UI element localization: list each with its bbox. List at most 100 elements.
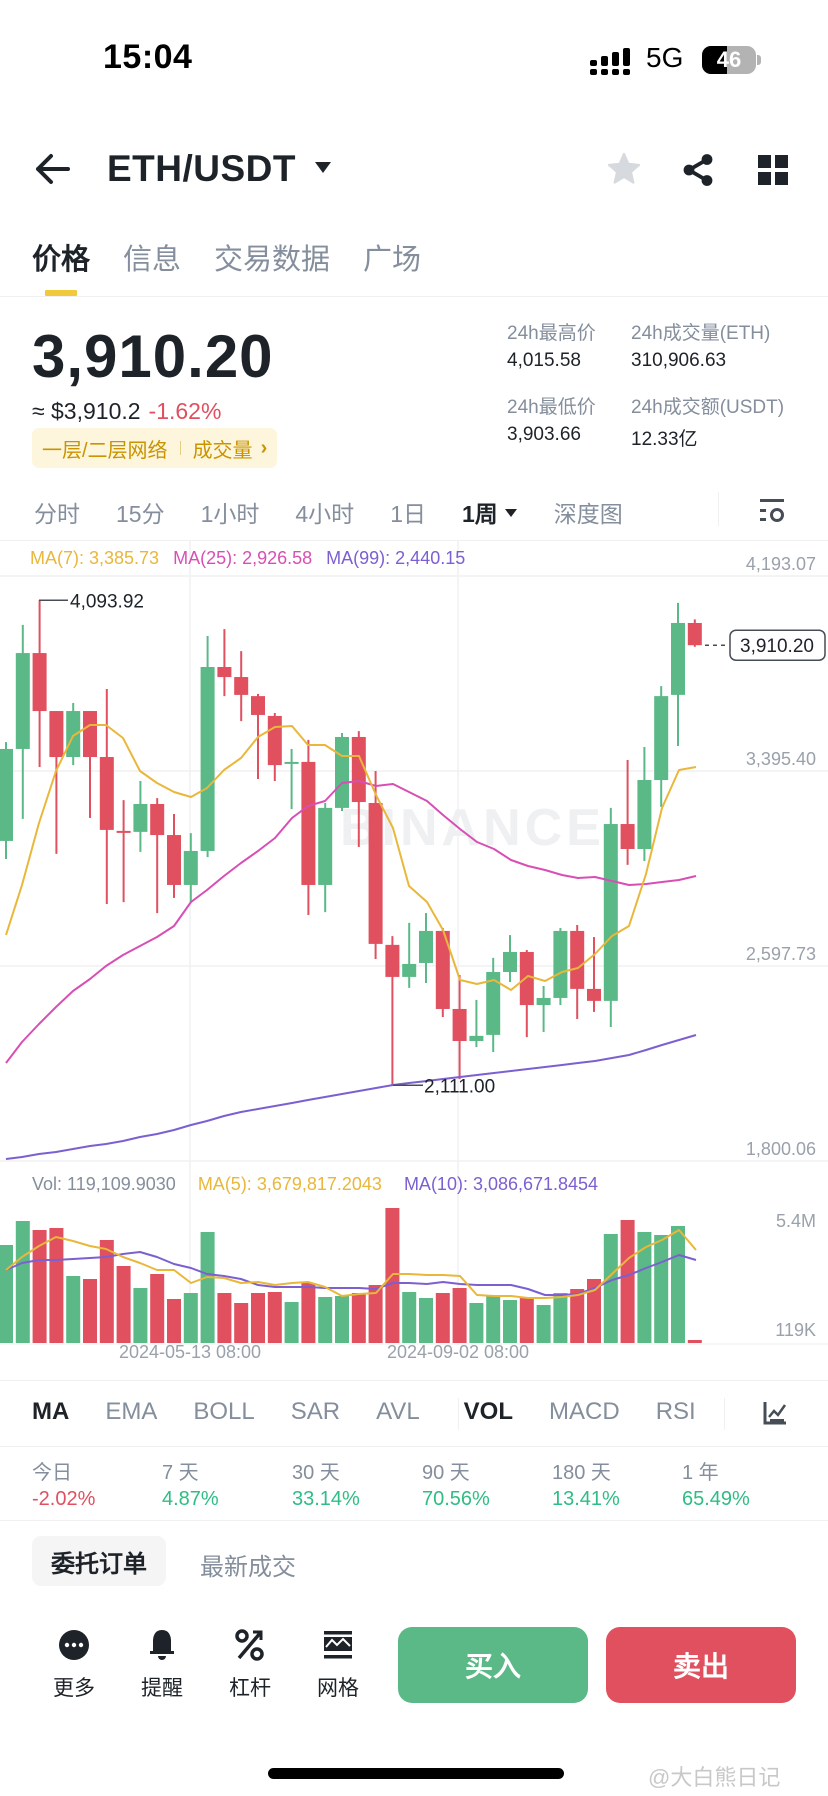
star-icon[interactable] <box>606 151 642 187</box>
divider <box>0 540 828 541</box>
indicator-ma[interactable]: MA <box>32 1398 70 1425</box>
indicator-avl[interactable]: AVL <box>376 1398 420 1425</box>
divider <box>0 1520 828 1521</box>
perf-90d: 90 天 70.56% <box>422 1462 490 1510</box>
low-label: 24h最低价 <box>507 397 596 418</box>
grid-trading-icon <box>324 1631 352 1659</box>
volume-legend: Vol: 119,109.9030 MA(5): 3,679,817.2043 … <box>32 1174 598 1195</box>
tab-latest-trades[interactable]: 最新成交 <box>200 1554 296 1581</box>
perf-180d: 180 天 13.41% <box>552 1462 620 1510</box>
vol-ma10-value: MA(10): 3,086,671.8454 <box>403 1174 599 1194</box>
tag-network[interactable]: 一层/二层网络 <box>42 439 168 462</box>
indicator-rsi[interactable]: RSI <box>655 1398 696 1425</box>
interval-depth[interactable]: 深度图 <box>553 501 623 527</box>
interval-4h[interactable]: 4小时 <box>295 501 355 527</box>
caret-down-icon[interactable] <box>504 508 518 518</box>
indicator-sar[interactable]: SAR <box>290 1398 341 1425</box>
caret-down-icon[interactable] <box>314 160 332 174</box>
vol-eth-value: 310,906.63 <box>631 350 727 371</box>
watermark: @大白熊日记 <box>648 1765 781 1790</box>
divider <box>718 492 719 526</box>
price-change-percent: -1.62% <box>148 398 222 424</box>
battery-icon: 46 <box>702 46 756 74</box>
tag-volume[interactable]: 成交量 <box>192 439 253 462</box>
more-icon <box>59 1630 89 1660</box>
indicator-ema[interactable]: EMA <box>105 1398 158 1425</box>
svg-text:2024-09-02 08:00: 2024-09-02 08:00 <box>387 1342 529 1360</box>
buy-button[interactable]: 买入 <box>398 1627 588 1703</box>
svg-text:1,800.06: 1,800.06 <box>746 1139 816 1159</box>
ma-legend: MA(7): 3,385.73 MA(25): 2,926.58 MA(99):… <box>30 548 465 569</box>
battery-level: 46 <box>716 47 742 72</box>
pair-selector[interactable]: ETH/USDT <box>107 148 296 189</box>
interval-time[interactable]: 分时 <box>34 501 80 527</box>
grid-trading-button[interactable]: 网格 <box>308 1628 368 1702</box>
divider <box>0 1380 828 1381</box>
perf-30d: 30 天 33.14% <box>292 1462 360 1510</box>
svg-text:2,111.00: 2,111.00 <box>424 1076 495 1097</box>
divider <box>0 1446 828 1447</box>
tab-price[interactable]: 价格 <box>32 244 91 276</box>
vol-ma5-value: MA(5): 3,679,817.2043 <box>197 1174 382 1194</box>
svg-text:4,193.07: 4,193.07 <box>746 554 816 574</box>
divider <box>458 1398 459 1430</box>
interval-15m[interactable]: 15分 <box>116 501 165 527</box>
chevron-right-icon: › <box>260 436 268 459</box>
svg-text:2,597.73: 2,597.73 <box>746 944 816 964</box>
chart-settings-icon[interactable] <box>757 497 787 527</box>
home-indicator[interactable] <box>268 1768 564 1779</box>
candlestick-chart[interactable]: BINANCE4,193.073,395.402,597.731,800.064… <box>0 540 828 1360</box>
divider <box>724 1398 725 1430</box>
interval-1d[interactable]: 1日 <box>390 501 426 527</box>
cellular-signal-icon <box>590 48 630 75</box>
ma99-value: MA(99): 2,440.15 <box>326 548 466 568</box>
tab-open-orders[interactable]: 委托订单 <box>32 1536 166 1586</box>
sell-button[interactable]: 卖出 <box>606 1627 796 1703</box>
more-label: 更多 <box>53 1677 95 1700</box>
svg-text:2024-05-13 08:00: 2024-05-13 08:00 <box>119 1342 261 1360</box>
indicator-vol[interactable]: VOL <box>463 1398 514 1425</box>
usd-price: ≈ $3,910.2 <box>32 398 141 424</box>
usd-price-row: ≈ $3,910.2 -1.62% <box>32 398 221 425</box>
high-value: 4,015.58 <box>507 350 581 371</box>
last-price: 3,910.20 <box>32 323 274 390</box>
perf-1y: 1 年 65.49% <box>682 1462 750 1510</box>
svg-text:4,093.92: 4,093.92 <box>70 591 144 612</box>
tab-square[interactable]: 广场 <box>363 244 422 276</box>
battery-nub <box>757 55 761 65</box>
vol-usdt-label: 24h成交额(USDT) <box>631 397 785 418</box>
alert-button[interactable]: 提醒 <box>132 1628 192 1702</box>
status-time: 15:04 <box>103 38 193 76</box>
more-button[interactable]: 更多 <box>44 1628 104 1702</box>
vol-eth-label: 24h成交量(ETH) <box>631 323 771 344</box>
indicator-macd[interactable]: MACD <box>549 1398 620 1425</box>
tab-info[interactable]: 信息 <box>123 244 182 276</box>
svg-text:3,910.20: 3,910.20 <box>740 636 814 657</box>
performance-row: 今日 -2.02% 7 天 4.87% 30 天 33.14% 90 天 70.56% … <box>32 1456 812 1511</box>
perf-7d: 7 天 4.87% <box>162 1462 219 1510</box>
indicator-settings-icon[interactable] <box>762 1400 788 1426</box>
24h-stats: 24h最高价 24h成交量(ETH) 4,015.58 310,906.63 2… <box>507 318 801 452</box>
divider <box>0 296 828 297</box>
ma7-value: MA(7): 3,385.73 <box>30 548 160 568</box>
active-tab-indicator <box>45 290 77 296</box>
tag-separator <box>179 441 181 455</box>
main-tabs: 价格 信息 交易数据 广场 <box>32 236 454 278</box>
ma25-value: MA(25): 2,926.58 <box>173 548 313 568</box>
grid-layout-icon[interactable] <box>757 154 789 186</box>
vol-usdt-value: 12.33亿 <box>631 429 698 450</box>
margin-button[interactable]: 杠杆 <box>220 1628 280 1702</box>
share-icon[interactable] <box>680 152 716 188</box>
indicator-bar: MA EMA BOLL SAR AVL VOL MACD RSI <box>32 1398 732 1426</box>
interval-1w[interactable]: 1周 <box>461 501 498 527</box>
margin-label: 杠杆 <box>229 1677 271 1700</box>
indicator-boll[interactable]: BOLL <box>193 1398 255 1425</box>
category-tag[interactable]: 一层/二层网络 成交量 › <box>32 428 278 468</box>
svg-text:5.4M: 5.4M <box>776 1211 816 1231</box>
interval-1h[interactable]: 1小时 <box>200 501 260 527</box>
percent-icon <box>235 1629 264 1661</box>
alert-label: 提醒 <box>141 1677 183 1700</box>
tab-trading-data[interactable]: 交易数据 <box>214 244 331 276</box>
interval-bar: 分时 15分 1小时 4小时 1日 1周 深度图 <box>34 495 659 529</box>
back-arrow-icon[interactable] <box>34 152 72 186</box>
